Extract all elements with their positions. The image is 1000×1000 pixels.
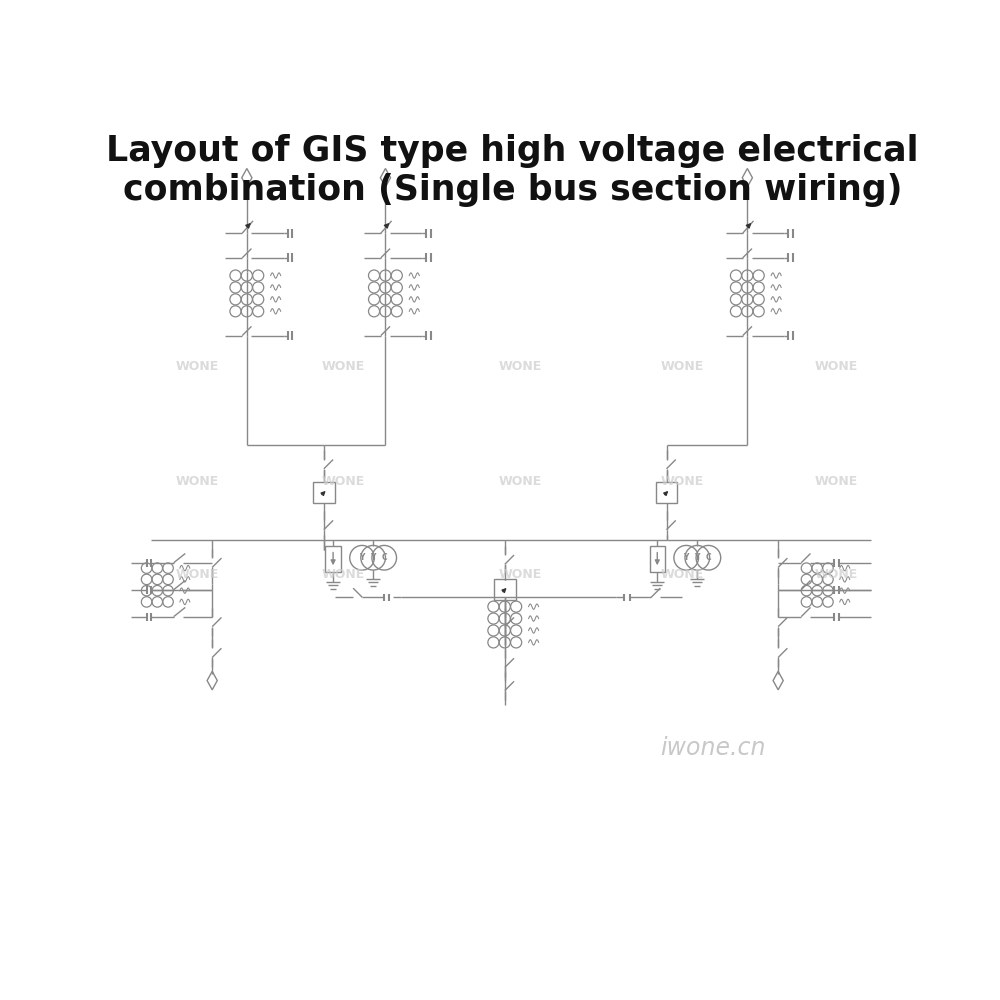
Text: WONE: WONE: [321, 475, 365, 488]
Text: WONE: WONE: [175, 475, 218, 488]
Text: WONE: WONE: [814, 360, 858, 373]
Text: C: C: [706, 553, 711, 562]
Bar: [313, 482, 335, 503]
Text: WONE: WONE: [814, 568, 858, 581]
Text: WONE: WONE: [660, 360, 704, 373]
Bar: [656, 482, 677, 503]
Bar: [325, 546, 341, 572]
Text: WONE: WONE: [321, 360, 365, 373]
Text: Layout of GIS type high voltage electrical
combination (Single bus section wirin: Layout of GIS type high voltage electric…: [106, 134, 919, 207]
Text: Y: Y: [359, 553, 365, 562]
Text: WONE: WONE: [175, 568, 218, 581]
Text: iwone.cn: iwone.cn: [660, 736, 765, 760]
Text: C: C: [381, 553, 387, 562]
Text: Y: Y: [370, 553, 376, 562]
Text: WONE: WONE: [321, 568, 365, 581]
Text: WONE: WONE: [814, 475, 858, 488]
Text: WONE: WONE: [499, 475, 542, 488]
Text: WONE: WONE: [499, 568, 542, 581]
Text: Y: Y: [695, 553, 700, 562]
Text: WONE: WONE: [660, 475, 704, 488]
Bar: [650, 546, 665, 572]
Text: WONE: WONE: [660, 568, 704, 581]
Bar: [494, 579, 516, 600]
Text: WONE: WONE: [175, 360, 218, 373]
Text: WONE: WONE: [499, 360, 542, 373]
Text: Y: Y: [684, 553, 689, 562]
